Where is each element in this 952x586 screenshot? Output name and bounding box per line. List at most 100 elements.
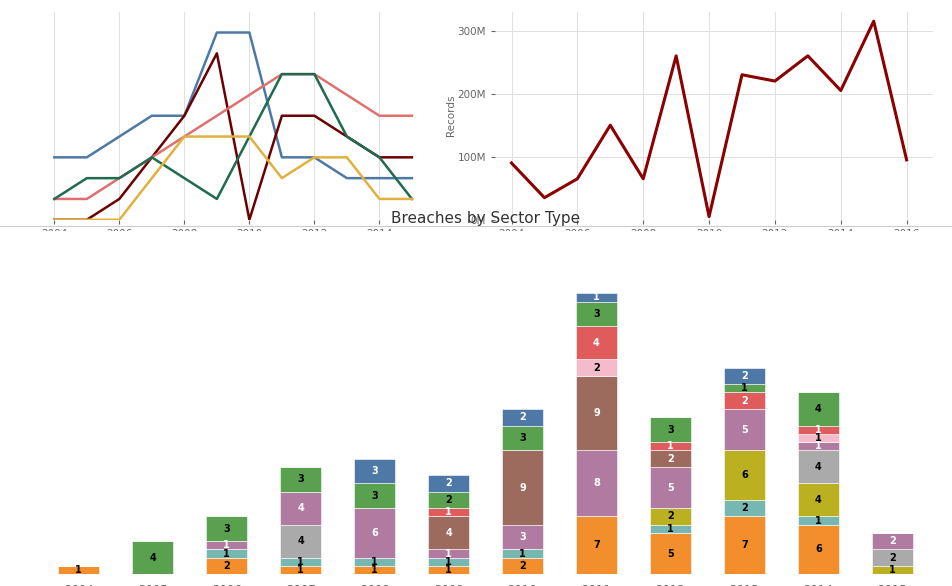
- Bar: [650, 524, 691, 533]
- Text: 2: 2: [741, 503, 747, 513]
- Text: 3: 3: [667, 425, 674, 435]
- Bar: [650, 508, 691, 524]
- Text: 1: 1: [815, 441, 822, 451]
- Text: 4: 4: [815, 404, 822, 414]
- Bar: [280, 558, 321, 566]
- Bar: [872, 550, 913, 566]
- Bar: [724, 384, 764, 393]
- Bar: [724, 367, 764, 384]
- Bar: [502, 425, 543, 450]
- Text: 1: 1: [519, 548, 526, 558]
- Text: 1: 1: [446, 557, 452, 567]
- Bar: [724, 516, 764, 574]
- Bar: [354, 459, 395, 483]
- Bar: [650, 442, 691, 450]
- Text: 6: 6: [371, 528, 378, 538]
- Bar: [428, 492, 469, 508]
- Bar: [576, 516, 617, 574]
- Text: 1: 1: [446, 548, 452, 558]
- Text: 1: 1: [815, 433, 822, 443]
- Title: Breaches by Sector Type: Breaches by Sector Type: [391, 211, 580, 226]
- Bar: [798, 516, 839, 524]
- Bar: [798, 393, 839, 425]
- Bar: [207, 550, 247, 558]
- Text: 2: 2: [224, 561, 230, 571]
- Bar: [872, 533, 913, 550]
- Bar: [354, 558, 395, 566]
- Bar: [428, 566, 469, 574]
- Text: 4: 4: [446, 528, 452, 538]
- Bar: [724, 450, 764, 500]
- Text: 3: 3: [371, 490, 378, 501]
- Text: 1: 1: [371, 557, 378, 567]
- Text: 4: 4: [593, 338, 600, 348]
- Bar: [798, 524, 839, 574]
- X-axis label: Year: Year: [227, 244, 249, 254]
- Bar: [798, 450, 839, 483]
- Text: 2: 2: [519, 413, 526, 423]
- Text: 1: 1: [297, 565, 304, 575]
- Text: 1: 1: [446, 507, 452, 517]
- Text: 2: 2: [889, 536, 896, 546]
- Text: 2: 2: [889, 553, 896, 563]
- Text: 6: 6: [741, 470, 747, 480]
- Bar: [502, 409, 543, 425]
- Text: 5: 5: [667, 548, 674, 558]
- Text: 1: 1: [371, 565, 378, 575]
- Text: 4: 4: [815, 462, 822, 472]
- Text: 9: 9: [519, 482, 526, 492]
- Bar: [502, 558, 543, 574]
- Text: 3: 3: [224, 524, 230, 534]
- Text: 7: 7: [593, 540, 600, 550]
- Text: 5: 5: [667, 482, 674, 492]
- Bar: [576, 302, 617, 326]
- Text: 3: 3: [297, 474, 304, 484]
- Bar: [207, 541, 247, 550]
- Bar: [428, 508, 469, 516]
- Text: 1: 1: [815, 425, 822, 435]
- Text: 2: 2: [741, 371, 747, 381]
- Bar: [650, 417, 691, 442]
- Bar: [724, 409, 764, 450]
- Bar: [650, 450, 691, 467]
- Bar: [576, 376, 617, 450]
- Text: 2: 2: [446, 495, 452, 505]
- Text: 2: 2: [593, 363, 600, 373]
- Bar: [872, 566, 913, 574]
- Text: 1: 1: [815, 516, 822, 526]
- Bar: [280, 566, 321, 574]
- Bar: [354, 483, 395, 508]
- Text: 2: 2: [667, 454, 674, 464]
- Bar: [650, 533, 691, 574]
- Bar: [576, 450, 617, 516]
- Text: 1: 1: [446, 565, 452, 575]
- Text: 1: 1: [75, 565, 82, 575]
- Text: 2: 2: [741, 396, 747, 406]
- Bar: [428, 550, 469, 558]
- Text: 1: 1: [224, 540, 230, 550]
- Text: 1: 1: [667, 441, 674, 451]
- Bar: [724, 500, 764, 516]
- Text: 1: 1: [593, 292, 600, 302]
- Text: 5: 5: [741, 425, 747, 435]
- Text: 3: 3: [593, 309, 600, 319]
- Bar: [798, 434, 839, 442]
- Bar: [576, 359, 617, 376]
- Text: 6: 6: [815, 544, 822, 554]
- Bar: [354, 566, 395, 574]
- Text: 1: 1: [667, 524, 674, 534]
- Text: 4: 4: [297, 503, 304, 513]
- Bar: [798, 483, 839, 516]
- Y-axis label: Records: Records: [446, 95, 456, 137]
- Bar: [280, 492, 321, 524]
- Bar: [207, 558, 247, 574]
- Bar: [502, 524, 543, 550]
- Text: 1: 1: [224, 548, 230, 558]
- Text: 2: 2: [446, 478, 452, 488]
- Text: 9: 9: [593, 408, 600, 418]
- Text: 8: 8: [593, 478, 600, 488]
- Bar: [280, 524, 321, 558]
- Text: 2: 2: [667, 512, 674, 522]
- Bar: [576, 293, 617, 302]
- Text: 2: 2: [519, 561, 526, 571]
